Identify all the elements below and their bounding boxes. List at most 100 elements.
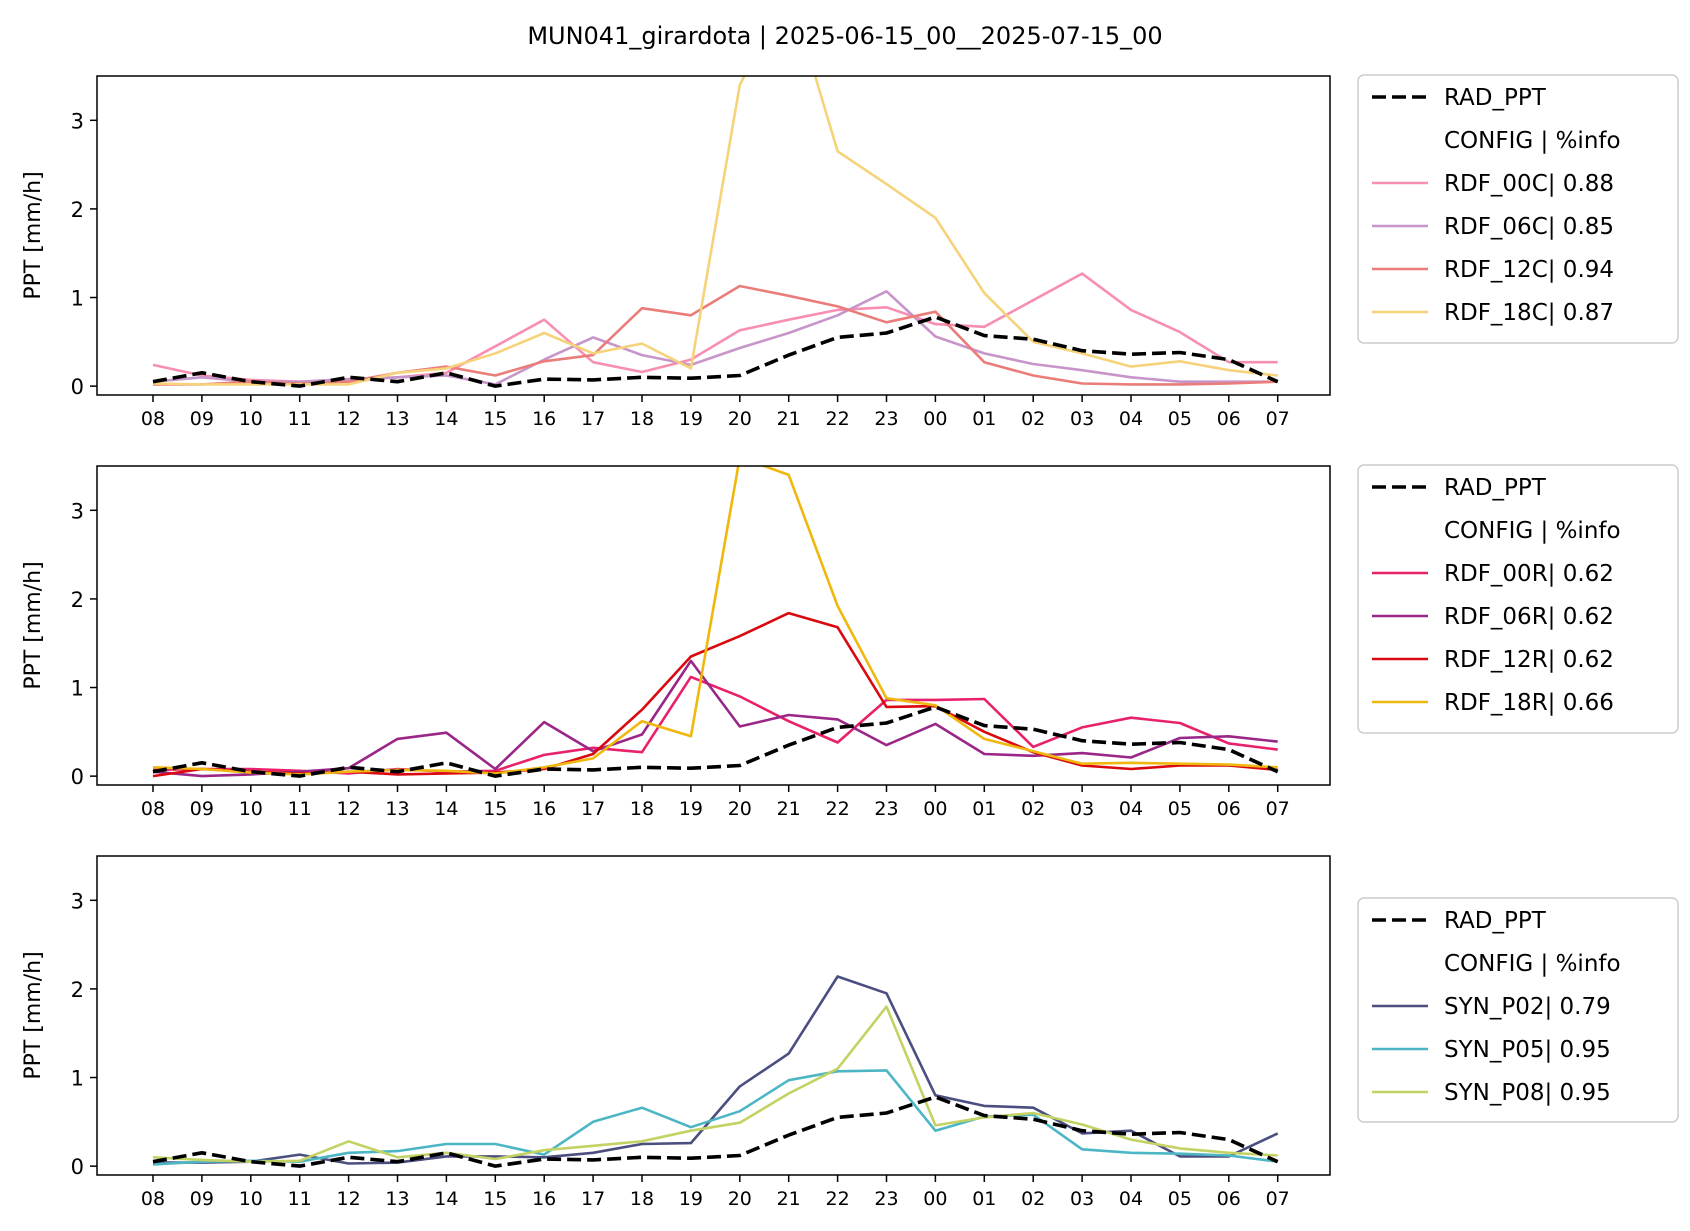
legend-entry-label: RAD_PPT [1444,908,1547,934]
y-tick-label: 1 [71,677,84,701]
x-tick-label: 10 [239,1188,263,1210]
x-tick-label: 14 [434,798,458,820]
legend-entry-label: RDF_00R| 0.62 [1444,561,1614,587]
x-tick-label: 01 [972,408,996,430]
x-tick-label: 23 [874,798,898,820]
y-tick-label: 0 [71,765,84,789]
x-tick-label: 05 [1168,408,1192,430]
x-tick-label: 12 [337,798,361,820]
x-tick-label: 16 [532,798,556,820]
legend-entry-label: SYN_P08| 0.95 [1444,1080,1611,1106]
x-tick-label: 08 [141,1188,165,1210]
y-tick-label: 2 [71,588,84,612]
legend-header: CONFIG | %info [1444,951,1621,977]
x-tick-label: 18 [630,1188,654,1210]
x-tick-label: 03 [1070,798,1094,820]
x-tick-label: 00 [923,1188,947,1210]
y-axis-label: PPT [mm/h] [21,951,46,1079]
x-tick-label: 00 [923,798,947,820]
x-tick-label: 17 [581,1188,605,1210]
axes-frame [96,855,1331,1176]
x-tick-label: 13 [385,408,409,430]
y-tick-label: 2 [71,978,84,1002]
x-tick-label: 02 [1021,408,1045,430]
x-tick-label: 11 [288,798,312,820]
x-tick-label: 13 [385,798,409,820]
x-tick-label: 07 [1266,1188,1290,1210]
axes-frame [96,465,1331,786]
x-tick-label: 03 [1070,408,1094,430]
x-tick-label: 22 [826,1188,850,1210]
x-tick-label: 14 [434,408,458,430]
x-tick-label: 15 [483,798,507,820]
x-tick-label: 00 [923,408,947,430]
x-tick-label: 17 [581,408,605,430]
x-tick-label: 21 [777,408,801,430]
x-tick-label: 18 [630,798,654,820]
legend-entry-label: SYN_P05| 0.95 [1444,1037,1611,1063]
x-tick-label: 06 [1217,408,1241,430]
y-tick-label: 0 [71,1155,84,1179]
series-line-syn-p08 [152,1005,1278,1163]
x-tick-label: 13 [385,1188,409,1210]
legend: RAD_PPT CONFIG | %info SYN_P02| 0.79 SYN_P0… [1357,897,1679,1123]
x-tick-label: 23 [874,408,898,430]
y-tick-label: 0 [71,375,84,399]
x-tick-label: 21 [777,798,801,820]
x-tick-label: 12 [337,1188,361,1210]
x-tick-label: 15 [483,1188,507,1210]
x-tick-label: 12 [337,408,361,430]
series-line-rdf-00c [152,272,1278,384]
y-axis-label: PPT [mm/h] [21,561,46,689]
x-tick-label: 16 [532,1188,556,1210]
x-tick-label: 22 [826,408,850,430]
x-tick-label: 23 [874,1188,898,1210]
x-tick-label: 15 [483,408,507,430]
legend-entry-label: RDF_12C| 0.94 [1444,257,1614,283]
series-line-rad-ppt [152,1095,1279,1168]
series-line-rdf-06c [152,289,1278,386]
x-tick-label: 04 [1119,1188,1143,1210]
x-tick-label: 16 [532,408,556,430]
x-tick-label: 20 [728,408,752,430]
x-tick-label: 08 [141,408,165,430]
legend-frame [1357,897,1679,1123]
series-line-rad-ppt [152,705,1279,778]
x-tick-label: 07 [1266,798,1290,820]
legend-frame [1357,464,1679,734]
x-tick-label: 08 [141,798,165,820]
x-tick-label: 02 [1021,1188,1045,1210]
y-tick-label: 3 [71,109,84,133]
series-line-rdf-18r [152,466,1278,776]
x-tick-label: 07 [1266,408,1290,430]
x-tick-label: 03 [1070,1188,1094,1210]
legend-entry-label: RDF_06C| 0.85 [1444,214,1614,240]
x-tick-label: 09 [190,798,214,820]
x-tick-label: 19 [679,408,703,430]
y-tick-label: 3 [71,889,84,913]
x-tick-label: 10 [239,798,263,820]
y-tick-label: 3 [71,499,84,523]
y-axis-label: PPT [mm/h] [21,171,46,299]
x-tick-label: 05 [1168,1188,1192,1210]
legend-entry-label: RDF_18R| 0.66 [1444,690,1614,716]
x-tick-label: 21 [777,1188,801,1210]
x-tick-label: 19 [679,1188,703,1210]
x-tick-label: 14 [434,1188,458,1210]
y-tick-label: 2 [71,198,84,222]
x-tick-label: 04 [1119,408,1143,430]
legend-entry-label: RDF_18C| 0.87 [1444,300,1614,326]
x-tick-label: 19 [679,798,703,820]
x-tick-label: 17 [581,798,605,820]
x-tick-label: 11 [288,1188,312,1210]
legend: RAD_PPT CONFIG | %info RDF_00R| 0.62 RDF_06… [1357,464,1679,734]
x-tick-label: 11 [288,408,312,430]
x-tick-label: 18 [630,408,654,430]
chart-title: MUN041_girardota | 2025-06-15_00__2025-0… [527,22,1162,50]
legend-entry-label: RAD_PPT [1444,85,1547,111]
x-tick-label: 04 [1119,798,1143,820]
legend-header: CONFIG | %info [1444,518,1621,544]
